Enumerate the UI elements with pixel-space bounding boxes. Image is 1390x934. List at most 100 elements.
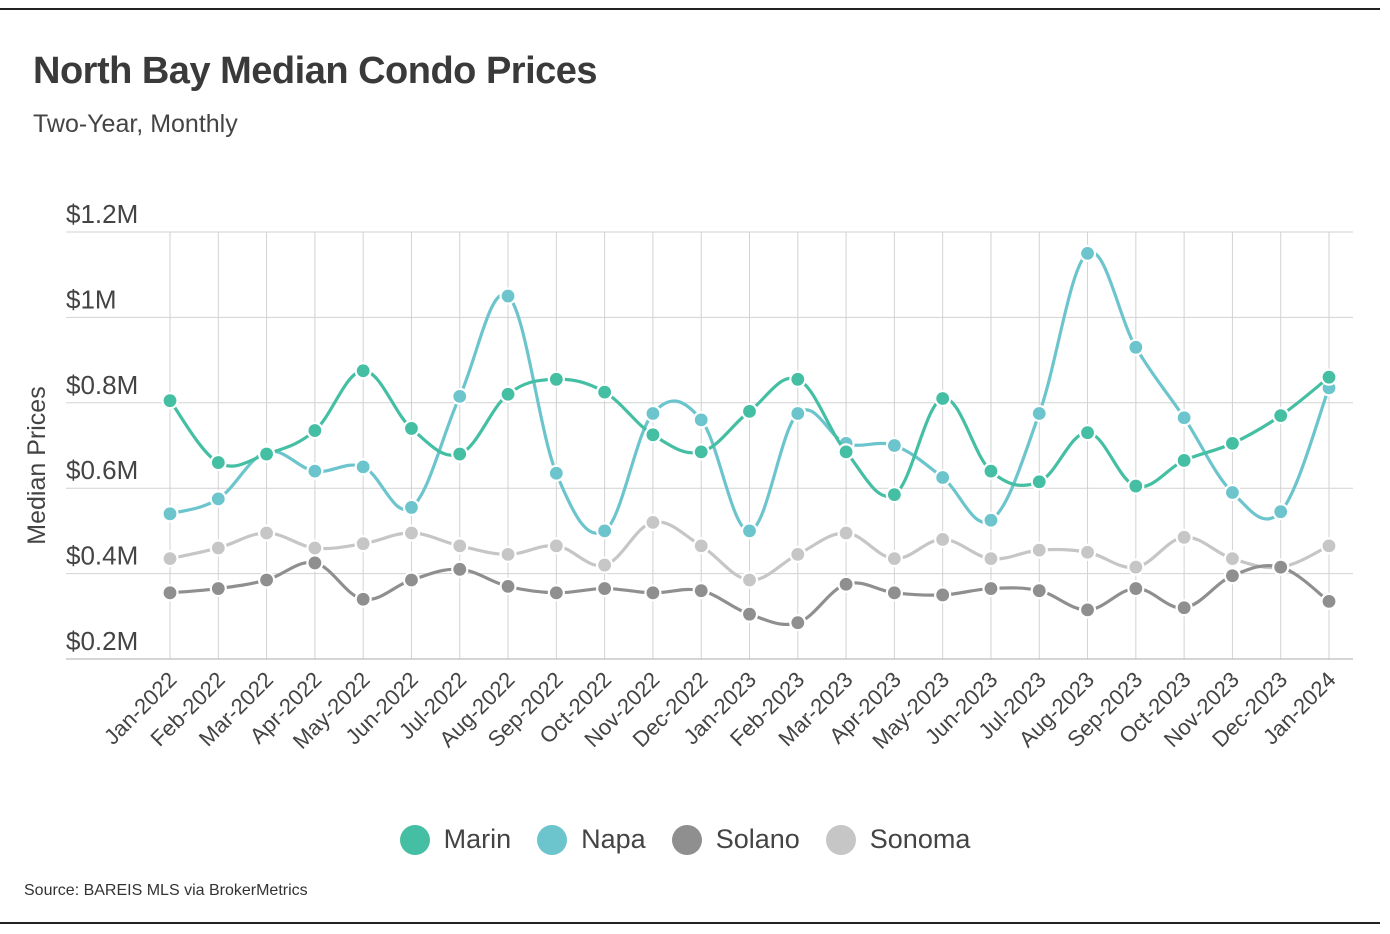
data-point-solano bbox=[257, 571, 276, 589]
data-point-napa bbox=[1127, 338, 1145, 356]
data-point-marin bbox=[1127, 477, 1145, 495]
data-point-sonoma bbox=[209, 539, 227, 557]
data-point-napa bbox=[499, 287, 517, 305]
legend-item-marin: Marin bbox=[399, 824, 512, 855]
data-point-sonoma bbox=[257, 524, 276, 542]
data-point-marin bbox=[306, 421, 324, 440]
data-point-solano bbox=[644, 584, 662, 602]
data-point-napa bbox=[1223, 483, 1242, 502]
data-point-sonoma bbox=[596, 556, 614, 574]
y-tick-label: $0.8M bbox=[66, 370, 138, 400]
data-point-marin bbox=[1272, 407, 1290, 425]
data-point-sonoma bbox=[547, 537, 565, 555]
data-point-sonoma bbox=[1127, 558, 1145, 576]
data-point-marin bbox=[354, 362, 372, 380]
legend-item-sonoma: Sonoma bbox=[825, 824, 971, 855]
data-point-solano bbox=[547, 584, 565, 602]
data-point-sonoma bbox=[789, 545, 807, 563]
data-point-sonoma bbox=[1175, 528, 1193, 546]
y-tick-label: $0.6M bbox=[66, 455, 138, 485]
data-point-sonoma bbox=[934, 530, 952, 549]
data-point-solano bbox=[1175, 599, 1193, 617]
data-point-napa bbox=[596, 522, 614, 540]
line-chart: $0.2M $0.4M $0.6M $0.8M $1M $1.2M Median Price… bbox=[23, 199, 1353, 754]
legend-label-sonoma: Sonoma bbox=[869, 824, 971, 854]
series-solano bbox=[161, 554, 1338, 632]
data-point-marin bbox=[547, 370, 565, 388]
data-point-marin bbox=[982, 462, 1000, 480]
data-point-marin bbox=[1320, 368, 1338, 386]
data-point-solano bbox=[934, 586, 952, 604]
y-axis: $0.2M $0.4M $0.6M $0.8M $1M $1.2M Median Price… bbox=[23, 199, 138, 656]
source-note: Source: BAREIS MLS via BrokerMetrics bbox=[24, 882, 308, 899]
top-rule bbox=[0, 8, 1380, 10]
data-point-marin bbox=[837, 443, 855, 461]
data-point-marin bbox=[1175, 451, 1193, 470]
data-point-marin bbox=[209, 453, 227, 472]
series-marin bbox=[161, 362, 1338, 504]
data-point-sonoma bbox=[1320, 537, 1338, 555]
data-point-solano bbox=[354, 590, 372, 608]
data-point-napa bbox=[885, 436, 903, 455]
data-point-solano bbox=[982, 579, 1000, 598]
data-point-napa bbox=[209, 490, 227, 508]
data-point-sonoma bbox=[499, 545, 517, 563]
data-point-napa bbox=[306, 462, 324, 480]
data-point-napa bbox=[547, 464, 565, 482]
legend-item-napa: Napa bbox=[537, 824, 646, 855]
data-point-marin bbox=[789, 370, 807, 388]
y-tick-label: $1.2M bbox=[66, 199, 138, 229]
data-point-sonoma bbox=[1223, 550, 1242, 568]
legend-label-napa: Napa bbox=[581, 824, 646, 854]
legend-label-solano: Solano bbox=[715, 824, 800, 854]
data-point-marin bbox=[402, 419, 421, 438]
y-axis-title: Median Prices bbox=[23, 386, 51, 544]
data-point-sonoma bbox=[354, 535, 372, 553]
data-point-sonoma bbox=[451, 537, 469, 555]
data-point-napa bbox=[1078, 244, 1097, 262]
bottom-rule bbox=[0, 922, 1380, 924]
data-point-marin bbox=[644, 426, 662, 444]
data-point-solano bbox=[161, 584, 179, 602]
data-point-solano bbox=[1127, 579, 1145, 598]
data-point-sonoma bbox=[982, 550, 1000, 568]
data-point-sonoma bbox=[644, 513, 662, 531]
data-point-solano bbox=[209, 579, 227, 598]
x-axis: Jan-2022Feb-2022Mar-2022Apr-2022May-2022… bbox=[66, 658, 1353, 754]
data-point-marin bbox=[692, 443, 710, 461]
legend-swatch-napa bbox=[537, 824, 568, 855]
data-point-marin bbox=[499, 385, 517, 403]
data-point-marin bbox=[1223, 434, 1242, 452]
data-point-sonoma bbox=[1030, 541, 1048, 559]
data-point-napa bbox=[354, 458, 372, 476]
data-point-napa bbox=[740, 522, 759, 540]
legend-swatch-sonoma bbox=[825, 824, 856, 855]
data-point-marin bbox=[740, 402, 759, 420]
y-tick-label: $0.4M bbox=[66, 541, 138, 571]
data-point-sonoma bbox=[402, 524, 421, 542]
y-tick-label: $0.2M bbox=[66, 626, 138, 656]
data-point-solano bbox=[596, 579, 614, 598]
data-point-sonoma bbox=[692, 537, 710, 555]
data-point-marin bbox=[934, 389, 952, 408]
data-point-solano bbox=[885, 584, 903, 602]
data-point-sonoma bbox=[306, 539, 324, 557]
data-point-marin bbox=[885, 486, 903, 504]
data-point-solano bbox=[789, 614, 807, 632]
y-tick-label: $1M bbox=[66, 284, 117, 314]
data-point-napa bbox=[161, 505, 179, 523]
legend-swatch-solano bbox=[671, 824, 702, 855]
data-point-napa bbox=[1175, 409, 1193, 427]
legend-item-solano: Solano bbox=[671, 824, 800, 855]
data-point-napa bbox=[644, 404, 662, 423]
grid bbox=[66, 231, 1353, 660]
data-point-solano bbox=[1030, 582, 1048, 600]
data-point-solano bbox=[306, 554, 324, 572]
chart-title: North Bay Median Condo Prices bbox=[33, 50, 598, 92]
data-point-solano bbox=[1320, 592, 1338, 610]
legend-label-marin: Marin bbox=[443, 824, 512, 854]
data-point-sonoma bbox=[837, 524, 855, 542]
data-point-napa bbox=[982, 511, 1000, 529]
data-point-sonoma bbox=[1078, 543, 1097, 561]
data-point-solano bbox=[499, 577, 517, 596]
